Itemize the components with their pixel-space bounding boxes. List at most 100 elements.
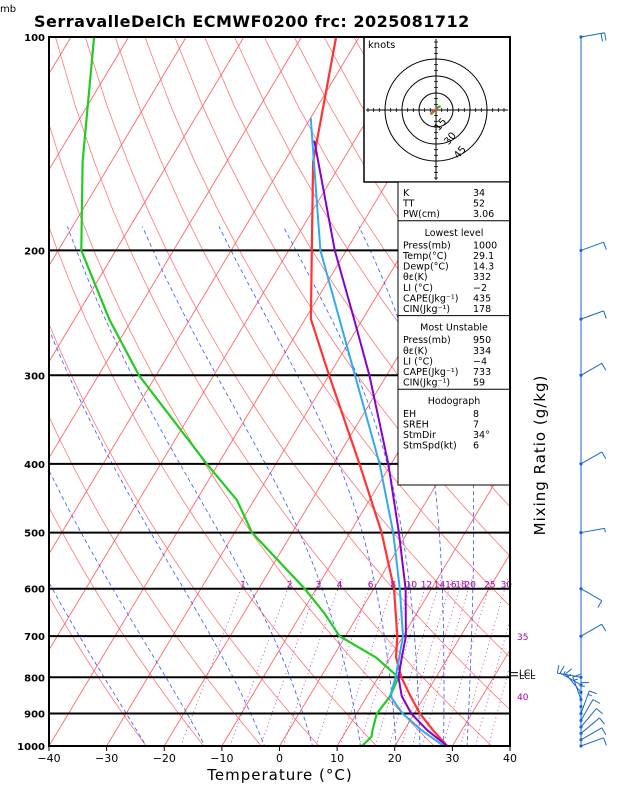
wind-barb-staff: [580, 717, 600, 734]
mixing-ratio-label: 25: [484, 581, 495, 591]
index-value: 950: [473, 335, 491, 346]
pressure-tick-label: 400: [24, 460, 45, 471]
wind-barb-flag: [603, 242, 607, 250]
x-tick-label: −10: [210, 752, 233, 765]
mixing-ratio-label: 14: [434, 581, 446, 591]
pressure-tick-label: 600: [24, 585, 45, 596]
mixing-ratio-label: 4: [337, 581, 343, 591]
moist-adiabat-line: [67, 226, 314, 746]
x-tick-label: 20: [388, 752, 402, 765]
x-tick-label: 10: [330, 752, 344, 765]
mixing-ratio-line: [460, 578, 509, 746]
index-value: 34°: [473, 430, 490, 441]
wind-barb-dot: [579, 705, 583, 709]
moist-adiabat-line: [49, 469, 206, 746]
index-label: CIN(Jkg⁻¹): [403, 378, 450, 389]
dry-adiabat-line: [563, 37, 618, 761]
dry-adiabat-line: [174, 37, 510, 557]
index-value: 178: [473, 304, 491, 315]
dry-adiabat-line: [49, 595, 147, 746]
index-label: PW(cm): [403, 209, 440, 220]
index-label: CAPE(Jkg⁻¹): [403, 293, 458, 304]
isotherm-line: [394, 553, 510, 746]
index-value: 6: [473, 441, 479, 452]
wind-barb-flag: [603, 737, 607, 746]
mixing-ratio-line: [358, 578, 414, 746]
hodograph-units-label: knots: [368, 40, 395, 51]
virtual-temperature-profile: [309, 117, 445, 746]
mixing-ratio-line: [411, 578, 464, 746]
lcl-label: LCL: [519, 672, 535, 682]
wind-barb-flag: [556, 665, 560, 674]
index-value: 332: [473, 272, 491, 283]
pressure-tick-label: 700: [24, 632, 45, 643]
mixing-ratio-line: [474, 618, 510, 746]
wind-barb-flag: [601, 727, 607, 735]
axes: −40 −30 −20 −10 0 10 20 30 40 100 200 300 400 500 600 7…: [17, 33, 517, 765]
mixing-ratio-line: [388, 578, 442, 746]
index-label: Press(mb): [403, 335, 451, 346]
lcl-label: LCL: [519, 669, 535, 679]
index-value: 29.1: [473, 251, 494, 262]
wind-barb-flag: [589, 690, 597, 695]
dry-adiabat-line: [204, 37, 510, 508]
hodograph-point: [432, 109, 436, 113]
hodograph-point: [438, 105, 441, 108]
dry-adiabat-line: [49, 225, 378, 746]
wind-barb-staff: [580, 737, 604, 747]
index-value: 733: [473, 367, 491, 378]
table-section-header: Hodograph: [428, 396, 481, 407]
mixing-ratio-line: [421, 578, 473, 746]
dry-adiabat-line: [49, 415, 262, 746]
mixing-ratio-label: 20: [464, 581, 476, 591]
index-value: −4: [473, 356, 487, 367]
index-value: 3.06: [473, 209, 494, 220]
table-section-header: Lowest level: [425, 228, 484, 239]
wind-barb-flag: [601, 363, 607, 371]
mixing-ratio-line: [400, 578, 453, 746]
index-label: Temp(°C): [402, 251, 447, 262]
index-label: LI (°C): [403, 283, 433, 294]
mixing-ratio-label: 1: [240, 581, 246, 591]
index-label: CIN(Jkg⁻¹): [403, 304, 450, 315]
x-tick-label: 0: [276, 752, 283, 765]
plot-area: [49, 37, 618, 761]
index-label: Dewp(°C): [403, 262, 449, 273]
index-label: Press(mb): [403, 240, 451, 251]
wind-barb-flag: [587, 693, 592, 697]
wind-barb-column: [556, 32, 607, 748]
isotherm-line: [49, 37, 360, 555]
index-label: LI (°C): [403, 356, 433, 367]
wind-barb-staff: [580, 241, 604, 251]
wind-barb-staff: [580, 623, 603, 637]
mixing-ratio-line: [488, 663, 510, 746]
pressure-tick-label: 200: [24, 246, 45, 257]
temperature-profile: [309, 37, 449, 746]
dry-adiabat-line: [49, 506, 205, 746]
x-tick-label: −30: [95, 752, 118, 765]
pressure-tick-label: 100: [24, 33, 45, 44]
wind-barb-flag: [565, 668, 573, 675]
index-value: 1000: [473, 240, 497, 251]
mixing-ratio-label: 8: [390, 581, 396, 591]
moist-adiabat-line: [218, 226, 397, 746]
mixing-ratio-label: 2: [287, 581, 293, 591]
dry-adiabat-line: [84, 37, 510, 711]
wind-barb-staff: [580, 310, 604, 320]
wind-barb-flag: [600, 33, 603, 42]
pressure-tick-label: 1000: [17, 742, 45, 753]
wind-barb-flag: [601, 451, 607, 460]
index-value: −2: [473, 283, 487, 294]
isotherm-line: [49, 37, 130, 171]
mixing-ratio-label: 10: [406, 581, 418, 591]
x-tick-label: 30: [445, 752, 459, 765]
pressure-tick-label: 500: [24, 529, 45, 540]
wind-barb-staff: [580, 727, 603, 741]
mixing-ratio-label: 6: [368, 581, 374, 591]
x-tick-label: 40: [503, 752, 517, 765]
index-label: StmSpd(kt): [403, 441, 457, 452]
dewpoint-profile: [80, 37, 400, 746]
